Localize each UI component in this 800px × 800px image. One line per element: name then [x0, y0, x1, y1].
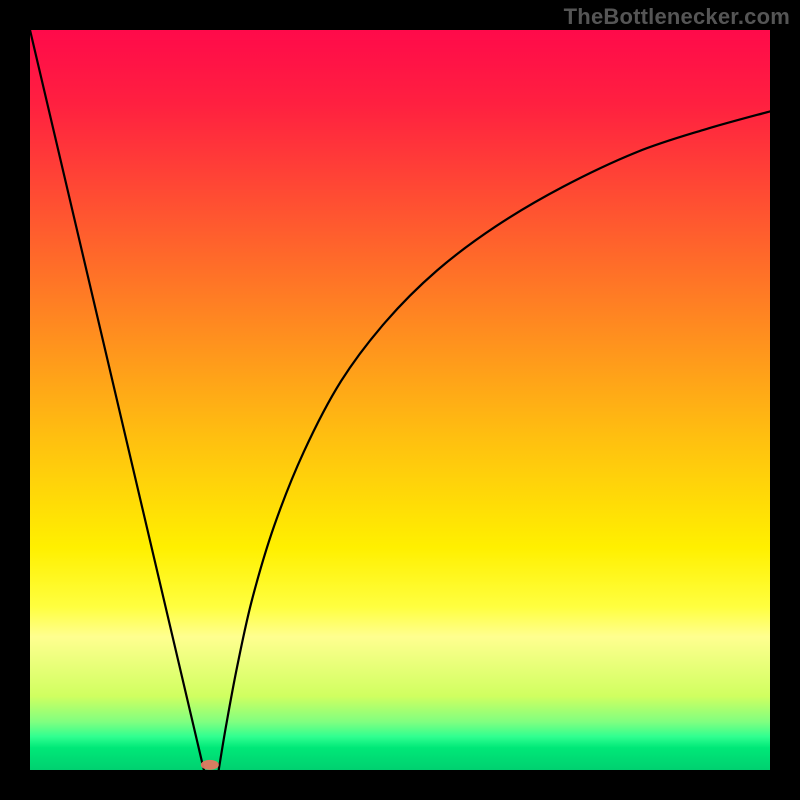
chart-background [30, 30, 770, 770]
marker-point [201, 760, 219, 770]
chart-svg [0, 0, 800, 800]
chart-frame: TheBottlenecker.com [0, 0, 800, 800]
watermark-text: TheBottlenecker.com [564, 4, 790, 30]
